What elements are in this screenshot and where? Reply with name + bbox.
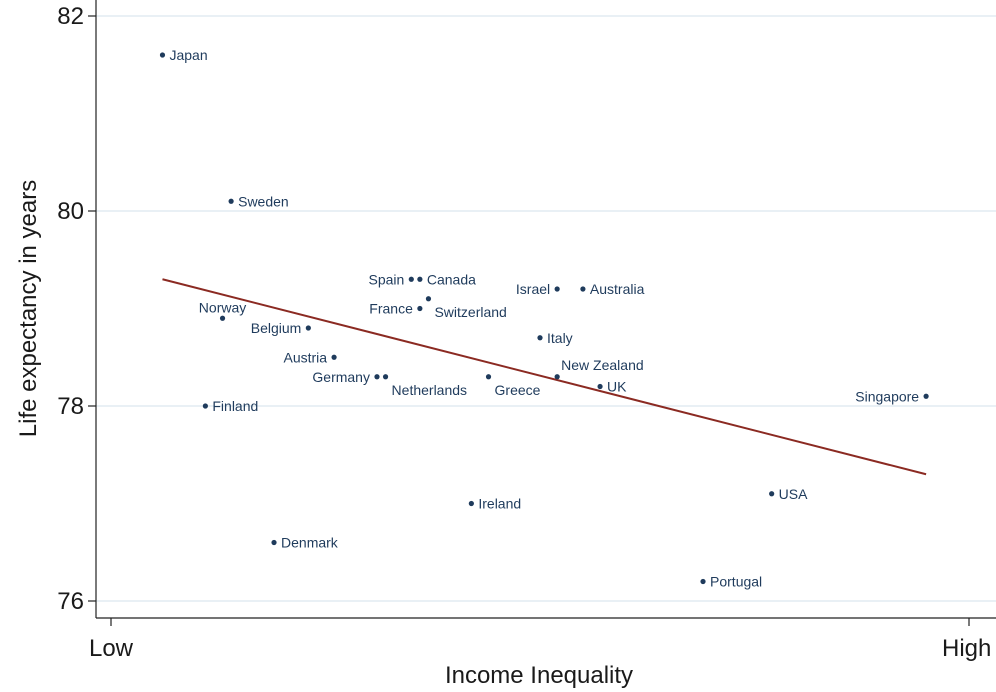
data-point-label: Sweden: [238, 193, 289, 209]
data-point-switzerland: [425, 296, 432, 302]
data-point-ireland: [468, 500, 474, 507]
data-point-label: Austria: [284, 349, 328, 365]
fitted-trend-line: [162, 278, 927, 476]
y-tick-label: 82: [57, 3, 84, 30]
data-point-label: Israel: [516, 281, 550, 297]
data-point-label: Denmark: [281, 535, 339, 551]
data-point-label: Spain: [368, 271, 404, 287]
axes: [95, 0, 996, 619]
data-point-sweden: [228, 198, 234, 204]
data-point-label: Singapore: [855, 388, 919, 404]
data-point-singapore: [923, 393, 929, 399]
data-point-germany: [374, 374, 380, 380]
y-tick-label: 80: [57, 198, 84, 225]
data-point-label: Belgium: [251, 320, 302, 336]
data-point-france: [417, 305, 423, 312]
x-axis-title: Income Inequality: [445, 662, 633, 689]
data-point-label: Netherlands: [392, 382, 468, 398]
data-point-israel: [554, 286, 560, 292]
data-point-label: Norway: [199, 299, 246, 315]
data-point-label: Italy: [547, 330, 573, 346]
data-point-label: New Zealand: [561, 357, 644, 373]
data-point-new-zealand: [554, 374, 560, 380]
data-point-denmark: [271, 539, 277, 546]
data-point-uk: [597, 383, 603, 390]
data-point-label: Switzerland: [434, 304, 506, 320]
data-point-japan: [159, 52, 166, 58]
data-point-label: Japan: [169, 47, 207, 63]
x-tick-label: Low: [89, 635, 134, 662]
data-point-label: Germany: [312, 369, 370, 385]
x-axis-ticks: Low High: [89, 618, 991, 662]
data-point-canada: [417, 276, 423, 282]
data-point-italy: [537, 335, 543, 341]
data-point-usa: [769, 491, 775, 497]
y-axis-title: Life expectancy in years: [15, 180, 42, 437]
data-point-spain: [408, 276, 414, 282]
data-point-austria: [331, 354, 337, 360]
y-tick-label: 78: [57, 393, 84, 420]
data-point-label: Greece: [495, 382, 541, 398]
data-point-australia: [580, 286, 586, 292]
data-point-greece: [485, 374, 492, 380]
y-tick-label: 76: [57, 588, 84, 615]
data-point-finland: [202, 403, 208, 409]
grid-lines: [96, 15, 996, 602]
data-point-label: Finland: [212, 398, 258, 414]
y-axis-ticks: 76 78 80 82: [57, 3, 96, 615]
data-point-label: Australia: [590, 281, 645, 297]
data-point-label: UK: [607, 379, 627, 395]
data-point-label: Portugal: [710, 574, 762, 590]
data-point-label: USA: [779, 486, 808, 502]
data-point-belgium: [305, 325, 311, 331]
data-point-label: Ireland: [478, 496, 521, 512]
x-tick-label: High: [942, 635, 991, 662]
data-point-label: Canada: [427, 271, 476, 287]
data-point-portugal: [700, 578, 706, 585]
data-point-netherlands: [382, 374, 389, 380]
data-point-label: France: [369, 301, 413, 317]
data-points: Japan Sweden Norway Finland Denmark Belgium Au…: [159, 47, 929, 590]
data-point-norway: [219, 315, 226, 321]
